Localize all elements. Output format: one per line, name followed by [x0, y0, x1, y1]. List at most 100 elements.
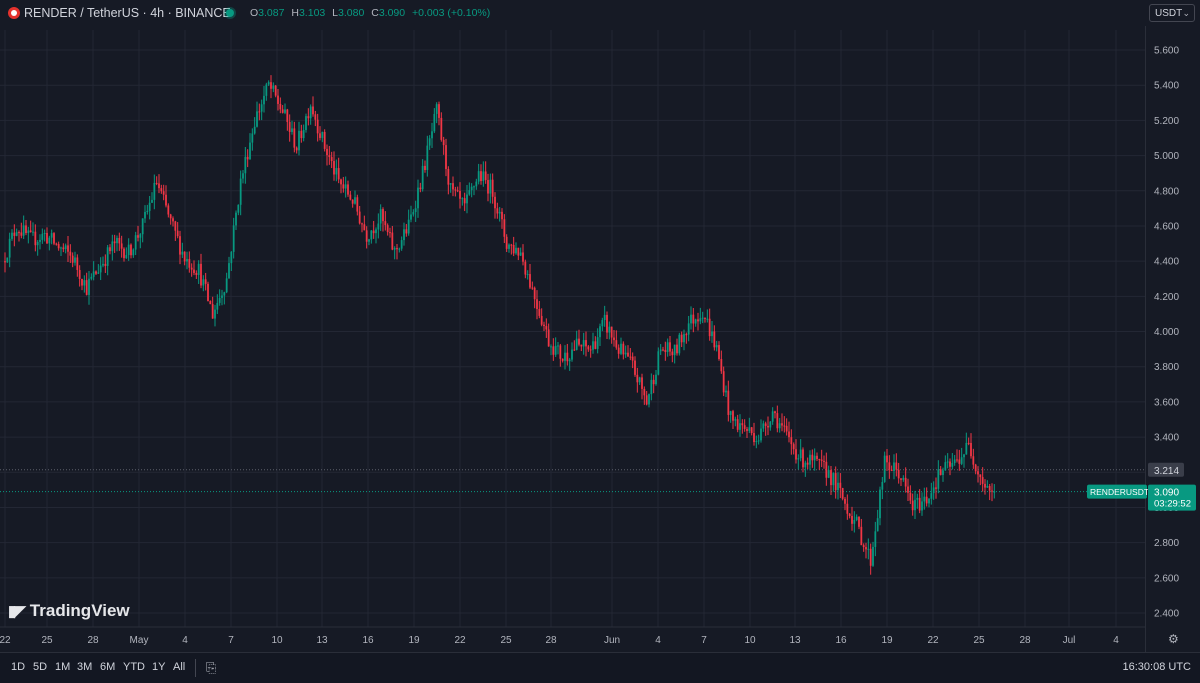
candle-body [81, 278, 83, 286]
candle-body [239, 178, 242, 205]
candle-body [799, 449, 802, 459]
candle-body [165, 194, 167, 206]
candle-body [811, 454, 814, 461]
candle-body [613, 337, 615, 341]
utc-clock[interactable]: 16:30:08 UTC [1122, 661, 1191, 673]
candle-body [454, 189, 457, 191]
candle-body [538, 309, 541, 316]
tradingview-watermark[interactable]: ▮◤ TradingView [8, 601, 130, 621]
candle-body [344, 184, 347, 189]
candle-body [589, 349, 592, 351]
candle-body [865, 547, 867, 550]
candle-body [818, 458, 821, 460]
x-tick-label: Jun [604, 635, 620, 646]
candle-body [18, 232, 20, 234]
candle-body [748, 427, 751, 431]
candle-body [858, 516, 860, 527]
candle-body [720, 359, 723, 372]
change-value: +0.003 (+0.10%) [412, 7, 491, 19]
candle-body [851, 515, 853, 524]
date-range-icon[interactable]: ⎘ [206, 660, 217, 675]
last-price-value: 3.090 [1154, 488, 1179, 499]
candle-body [753, 433, 755, 443]
candle-body [277, 95, 279, 104]
candle-body [403, 229, 405, 241]
candle-body [195, 272, 198, 275]
candle-body [249, 142, 251, 160]
range-3m-button[interactable]: 3M [77, 661, 93, 673]
candle-body [267, 82, 270, 85]
price-axis-bg [1145, 0, 1200, 652]
candle-body [398, 248, 401, 250]
x-tick-label: 19 [881, 635, 893, 646]
candle-body [841, 488, 844, 499]
x-tick-label: 19 [408, 635, 420, 646]
symbol-tag-label: RENDERUSDT [1090, 487, 1149, 497]
candle-body [202, 279, 205, 286]
candle-body [972, 456, 975, 465]
candle-body [92, 271, 95, 277]
candle-body [648, 394, 650, 405]
candle-body [958, 459, 961, 464]
chart-header: RENDER / TetherUS · 4h · BINANCE O3.087 … [0, 0, 1145, 26]
candle-body [694, 319, 697, 324]
candle-body [610, 326, 613, 338]
range-ytd-button[interactable]: YTD [123, 661, 145, 673]
candle-body [809, 454, 811, 465]
candle-body [505, 236, 508, 249]
range-1d-button[interactable]: 1D [11, 661, 26, 673]
time-axis[interactable]: 22 25 28 May 4 7 10 13 16 19 22 25 28 Jun 4 7 10 13 16 19 22… [0, 626, 1145, 646]
candle-body [216, 302, 219, 310]
candle-body [491, 179, 494, 197]
candle-body [594, 341, 597, 349]
candle-body [459, 191, 461, 199]
candle-body [468, 190, 471, 195]
candle-body [347, 184, 349, 195]
gear-icon[interactable]: ⚙ [1168, 632, 1179, 646]
candle-body [886, 455, 888, 463]
candle-body [167, 205, 170, 215]
candle-body [27, 230, 30, 234]
candle-body [568, 359, 571, 362]
candle-body [890, 469, 893, 471]
symbol-title[interactable]: RENDER / TetherUS · 4h · BINANCE [24, 6, 231, 20]
candle-body [342, 184, 345, 189]
currency-select[interactable]: USDT ⌄ [1149, 4, 1195, 22]
candle-body [713, 331, 716, 348]
candle-body [979, 474, 982, 478]
x-tick-label: 22 [927, 635, 939, 646]
candle-body [291, 128, 293, 132]
candle-body [750, 427, 753, 434]
range-5d-button[interactable]: 5D [33, 661, 48, 673]
candle-body [946, 461, 949, 463]
candle-body [363, 224, 366, 231]
candle-body [256, 111, 258, 127]
candle-body [452, 183, 454, 190]
y-tick-label: 3.600 [1154, 397, 1179, 408]
candle-body [160, 188, 163, 192]
candle-body [242, 173, 244, 179]
candle-body [580, 344, 583, 347]
price-chart[interactable]: 5.600 5.400 5.200 5.000 4.800 4.600 4.400 4.200… [0, 0, 1200, 652]
candle-body [788, 431, 790, 438]
candle-body [879, 489, 881, 519]
candle-body [330, 157, 333, 162]
candle-body [447, 169, 450, 185]
candle-body [617, 347, 620, 354]
y-tick-label: 2.600 [1154, 573, 1179, 584]
candle-body [172, 218, 174, 222]
candle-body [554, 345, 557, 355]
candle-body [281, 109, 284, 113]
candle-body [354, 197, 356, 204]
candle-body [88, 278, 90, 295]
price-axis[interactable]: 5.600 5.400 5.200 5.000 4.800 4.600 4.400 4.200… [1145, 0, 1200, 652]
candle-body [349, 194, 352, 200]
candle-body [53, 233, 55, 244]
range-1y-button[interactable]: 1Y [152, 661, 166, 673]
range-1m-button[interactable]: 1M [55, 661, 71, 673]
range-6m-button[interactable]: 6M [100, 661, 116, 673]
candle-body [776, 413, 779, 429]
y-tick-label: 4.600 [1154, 221, 1179, 232]
candle-body [29, 230, 32, 233]
range-all-button[interactable]: All [173, 661, 186, 673]
